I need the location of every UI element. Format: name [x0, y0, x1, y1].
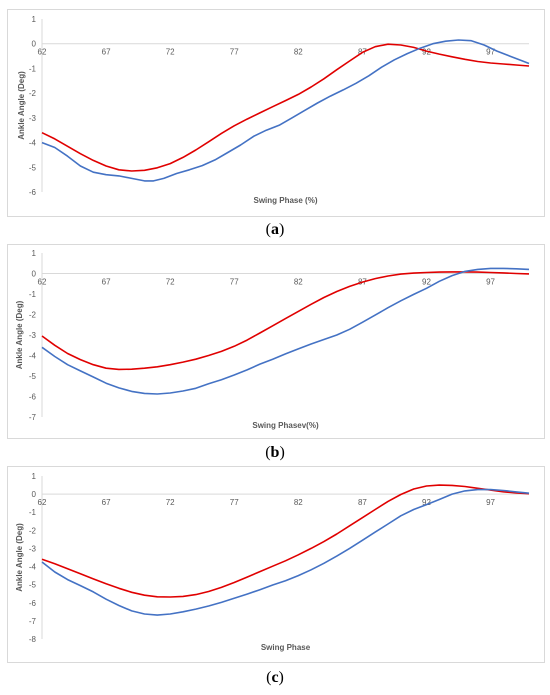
series-line-a-1	[41, 43, 530, 172]
x-tick-label-a: 92	[422, 48, 431, 57]
x-tick-label-c: 97	[486, 498, 495, 507]
series-line-b-2	[41, 267, 530, 395]
caption-c-close: )	[278, 669, 284, 686]
x-tick-label-c: 67	[102, 498, 111, 507]
y-tick-label-a: -5	[29, 163, 37, 172]
y-tick-label-c: -3	[29, 544, 37, 553]
x-tick-label-b: 72	[166, 278, 175, 287]
y-tick-label-c: -4	[29, 563, 37, 572]
caption-c-open: (	[266, 669, 272, 686]
y-tick-label-a: 1	[32, 15, 37, 24]
y-tick-label-b: -7	[29, 413, 37, 422]
y-tick-label-a: -1	[29, 64, 37, 73]
y-tick-label-b: -6	[29, 393, 37, 402]
y-tick-label-b: -4	[29, 352, 37, 361]
caption-b: (b)	[0, 444, 550, 462]
caption-a-open: (	[265, 221, 271, 238]
x-tick-label-a: 72	[166, 48, 175, 57]
series-line-a-2	[41, 39, 530, 182]
y-tick-label-a: -2	[29, 89, 37, 98]
caption-a-close: )	[279, 221, 285, 238]
x-tick-label-a: 82	[294, 48, 303, 57]
y-tick-label-b: -1	[29, 290, 37, 299]
x-tick-label-c: 77	[230, 498, 239, 507]
y-axis-title-a: Ankle Angle (Deg)	[17, 71, 26, 140]
y-tick-label-a: -3	[29, 114, 37, 123]
x-tick-label-a: 62	[38, 48, 47, 57]
x-tick-label-a: 77	[230, 48, 239, 57]
chart-panel-c: 1 0 -1 -2 -3 -4 -5 -6 -7 -8 62 67 72 77 82 87 92 97 Swing …	[7, 466, 545, 663]
y-tick-label-b: -5	[29, 372, 37, 381]
x-tick-label-b: 97	[486, 278, 495, 287]
y-tick-label-c: -8	[29, 635, 37, 644]
x-axis-title-a: Swing Phase (%)	[253, 196, 317, 205]
chart-panel-b: 1 0 -1 -2 -3 -4 -5 -6 -7 62 67 72 77 82 87 92 97 Swing Ph…	[7, 244, 545, 439]
series-line-c-2	[41, 488, 530, 616]
caption-a: (a)	[0, 221, 550, 239]
caption-c-letter: c	[271, 669, 279, 686]
y-axis-title-b: Ankle Angle (Deg)	[15, 300, 24, 369]
caption-b-letter: b	[270, 444, 280, 461]
x-tick-label-a: 67	[102, 48, 111, 57]
x-tick-label-c: 62	[38, 498, 47, 507]
y-tick-label-c: -1	[29, 508, 37, 517]
caption-b-close: )	[279, 444, 285, 461]
chart-panel-a: 1 0 -1 -2 -3 -4 -5 -6 62 67 72 77 82 87 92 97 Swing Phas…	[7, 9, 545, 217]
x-axis-title-b: Swing Phasev(%)	[252, 421, 319, 430]
y-tick-label-c: -7	[29, 617, 37, 626]
x-tick-label-b: 62	[38, 278, 47, 287]
y-tick-label-b: 1	[32, 249, 37, 258]
caption-b-open: (	[265, 444, 271, 461]
x-tick-label-a: 97	[486, 48, 495, 57]
x-tick-label-b: 67	[102, 278, 111, 287]
y-tick-label-c: -6	[29, 599, 37, 608]
y-tick-label-a: 0	[32, 40, 37, 49]
x-tick-label-c: 72	[166, 498, 175, 507]
x-tick-label-b: 92	[422, 278, 431, 287]
y-axis-title-c: Ankle Angle (Deg)	[15, 523, 24, 592]
y-tick-label-b: -2	[29, 311, 37, 320]
y-tick-label-b: -3	[29, 331, 37, 340]
y-tick-label-c: 0	[32, 490, 37, 499]
y-tick-label-b: 0	[32, 270, 37, 279]
caption-a-letter: a	[271, 221, 279, 238]
x-tick-label-b: 77	[230, 278, 239, 287]
chart-c-svg: 1 0 -1 -2 -3 -4 -5 -6 -7 -8 62 67 72 77 82 87 92 97 Swing …	[15, 472, 530, 652]
caption-c: (c)	[0, 669, 550, 687]
series-line-b-1	[41, 271, 530, 371]
y-tick-label-c: 1	[32, 472, 37, 481]
x-tick-label-b: 82	[294, 278, 303, 287]
y-tick-label-c: -2	[29, 526, 37, 535]
y-tick-label-a: -4	[29, 139, 37, 148]
y-tick-label-c: -5	[29, 581, 37, 590]
x-tick-label-c: 82	[294, 498, 303, 507]
series-line-c-1	[41, 484, 530, 598]
x-axis-title-c: Swing Phase	[261, 643, 311, 652]
x-tick-label-c: 87	[358, 498, 367, 507]
y-tick-label-a: -6	[29, 188, 37, 197]
x-tick-label-c: 92	[422, 498, 431, 507]
